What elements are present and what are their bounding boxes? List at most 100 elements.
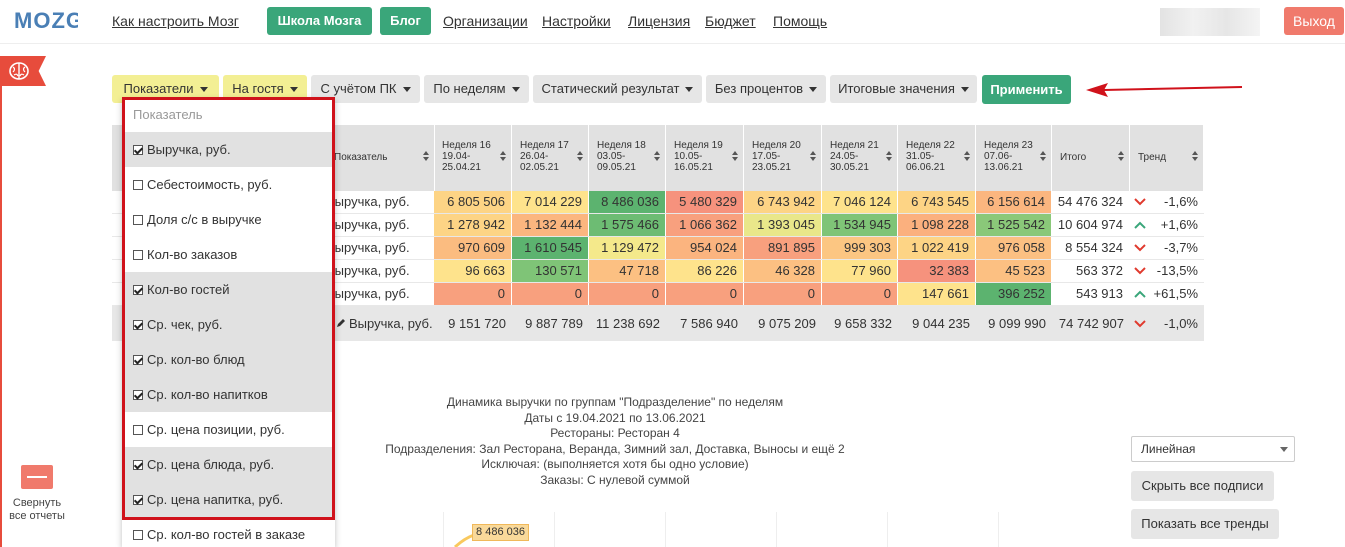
checkbox[interactable] xyxy=(133,530,143,540)
static-result-dropdown-button[interactable]: Статический результат xyxy=(533,75,702,103)
nav-link-settings[interactable]: Настройки xyxy=(542,13,611,29)
nav-link-help[interactable]: Помощь xyxy=(773,13,828,29)
week-name: Неделя 22 xyxy=(906,140,955,151)
sort-icon[interactable] xyxy=(423,151,429,163)
checkbox[interactable] xyxy=(133,285,143,295)
sort-icon[interactable] xyxy=(810,151,816,163)
row-total: 10 604 974 xyxy=(1052,214,1130,236)
dropdown-option[interactable]: Доля с/с в выручке xyxy=(122,202,335,237)
table-cell: 96 663 xyxy=(434,260,512,282)
sort-icon[interactable] xyxy=(500,151,506,163)
sort-icon[interactable] xyxy=(886,151,892,163)
annotation-arrow-icon xyxy=(1086,83,1243,97)
dropdown-option[interactable]: Ср. чек, руб. xyxy=(122,307,335,342)
nav-link-budget[interactable]: Бюджет xyxy=(705,13,756,29)
chart-title-line: Даты с 19.04.2021 по 13.06.2021 xyxy=(524,410,706,425)
dropdown-option[interactable]: Себестоимость, руб. xyxy=(122,167,335,202)
checkbox[interactable] xyxy=(133,390,143,400)
sort-icon[interactable] xyxy=(654,151,660,163)
chart-gridline xyxy=(443,512,444,547)
checkbox[interactable] xyxy=(133,425,143,435)
column-header-week[interactable]: Неделя 23 07.06- 13.06.21 xyxy=(976,125,1052,191)
dropdown-option[interactable]: Ср. кол-во блюд xyxy=(122,342,335,377)
week-end: 06.06.21 xyxy=(906,162,945,173)
by-weeks-dropdown-button[interactable]: По неделям xyxy=(424,75,529,103)
row-indicator-label: Выручка, руб. xyxy=(324,283,435,305)
table-cell: 6 805 506 xyxy=(434,191,512,213)
checkbox[interactable] xyxy=(133,180,143,190)
dropdown-option[interactable]: Ср. цена напитка, руб. xyxy=(122,482,335,517)
nav-school-button[interactable]: Школа Мозга xyxy=(267,7,372,35)
chevron-down-icon xyxy=(199,87,208,93)
column-header-week[interactable]: Неделя 22 31.05- 06.06.21 xyxy=(898,125,976,191)
checkbox[interactable] xyxy=(133,215,143,225)
sort-icon[interactable] xyxy=(1040,151,1046,163)
dropdown-option[interactable]: Ср. кол-во гостей в заказе xyxy=(122,517,335,547)
dropdown-option[interactable]: Кол-во гостей xyxy=(122,272,335,307)
column-header-total[interactable]: Итого xyxy=(1052,125,1130,191)
totals-dropdown-button[interactable]: Итоговые значения xyxy=(830,75,977,103)
sort-icon[interactable] xyxy=(732,151,738,163)
show-all-trends-button[interactable]: Показать все тренды xyxy=(1131,509,1279,539)
chevron-down-icon xyxy=(402,87,411,93)
nav-link-how-to[interactable]: Как настроить Мозг xyxy=(112,13,239,29)
column-header-week[interactable]: Неделя 21 24.05- 30.05.21 xyxy=(822,125,898,191)
chart-type-select[interactable]: Линейная xyxy=(1131,436,1295,462)
column-header-week[interactable]: Неделя 20 17.05- 23.05.21 xyxy=(744,125,822,191)
dropdown-option[interactable]: Ср. цена позиции, руб. xyxy=(122,412,335,447)
table-cell: 1 098 228 xyxy=(898,214,976,236)
column-header-week[interactable]: Неделя 19 10.05- 16.05.21 xyxy=(666,125,744,191)
static-result-label: Статический результат xyxy=(541,81,680,96)
nav-link-organizations[interactable]: Организации xyxy=(443,13,528,29)
week-start: 19.04- xyxy=(442,151,471,162)
column-header-week[interactable]: Неделя 16 19.04- 25.04.21 xyxy=(434,125,512,191)
exit-button[interactable]: Выход xyxy=(1284,7,1344,35)
mozg-logo[interactable]: MOZG xyxy=(14,6,83,36)
checkbox[interactable] xyxy=(133,460,143,470)
dropdown-option[interactable]: Ср. кол-во напитков xyxy=(122,377,335,412)
week-name: Неделя 20 xyxy=(752,140,801,151)
week-name: Неделя 23 xyxy=(984,140,1033,151)
collapse-reports-label[interactable]: Свернуть все отчеты xyxy=(9,497,65,522)
table-cell: 970 609 xyxy=(434,237,512,259)
collapse-reports-icon[interactable] xyxy=(21,465,53,489)
dropdown-option[interactable]: Ср. цена блюда, руб. xyxy=(122,447,335,482)
user-name-blurred[interactable] xyxy=(1160,8,1260,36)
chevron-down-icon xyxy=(685,87,694,93)
row-trend: -1,6% xyxy=(1130,191,1204,213)
dropdown-option[interactable]: Выручка, руб. xyxy=(122,132,335,167)
sort-icon[interactable] xyxy=(577,151,583,163)
apply-button[interactable]: Применить xyxy=(982,75,1071,104)
sort-icon[interactable] xyxy=(1118,151,1124,163)
total-cell: 9 658 332 xyxy=(834,316,892,331)
dropdown-option-label: Выручка, руб. xyxy=(147,142,231,157)
dropdown-option-label: Ср. цена напитка, руб. xyxy=(147,492,284,507)
nav-link-license[interactable]: Лицензия xyxy=(628,13,691,29)
sort-icon[interactable] xyxy=(964,151,970,163)
reports-sidebar-tab[interactable] xyxy=(0,56,46,86)
checkbox[interactable] xyxy=(133,495,143,505)
column-header-week[interactable]: Неделя 17 26.04- 02.05.21 xyxy=(512,125,589,191)
hide-all-labels-button[interactable]: Скрыть все подписи xyxy=(1131,471,1274,501)
table-row: Выручка, руб. 96 663 130 571 47 718 86 226 46… xyxy=(112,260,1204,283)
table-cell: 6 156 614 xyxy=(976,191,1052,213)
dropdown-option-label: Ср. кол-во гостей в заказе xyxy=(147,527,306,542)
checkbox[interactable] xyxy=(133,320,143,330)
column-header-week[interactable]: Неделя 18 03.05- 09.05.21 xyxy=(589,125,666,191)
checkbox[interactable] xyxy=(133,145,143,155)
indicators-dropdown-menu: Показатель Выручка, руб. Себестоимость, ру… xyxy=(122,98,335,547)
indicators-label: Показатели xyxy=(123,81,194,96)
dropdown-option[interactable]: Кол-во заказов xyxy=(122,237,335,272)
checkbox[interactable] xyxy=(133,355,143,365)
no-percent-dropdown-button[interactable]: Без процентов xyxy=(706,75,826,103)
row-trend-value: -1,6% xyxy=(1164,194,1198,209)
column-header-indicator[interactable]: Показатель xyxy=(324,125,435,191)
total-row-label-text: Выручка, руб. xyxy=(349,316,433,331)
sort-icon[interactable] xyxy=(1192,151,1198,163)
pencil-icon[interactable] xyxy=(336,318,346,328)
nav-blog-button[interactable]: Блог xyxy=(380,7,431,35)
column-header-trend[interactable]: Тренд xyxy=(1130,125,1204,191)
trend-down-icon xyxy=(1134,244,1146,252)
top-navbar: MOZG Как настроить Мозг Школа Мозга Блог… xyxy=(0,0,1345,44)
checkbox[interactable] xyxy=(133,250,143,260)
